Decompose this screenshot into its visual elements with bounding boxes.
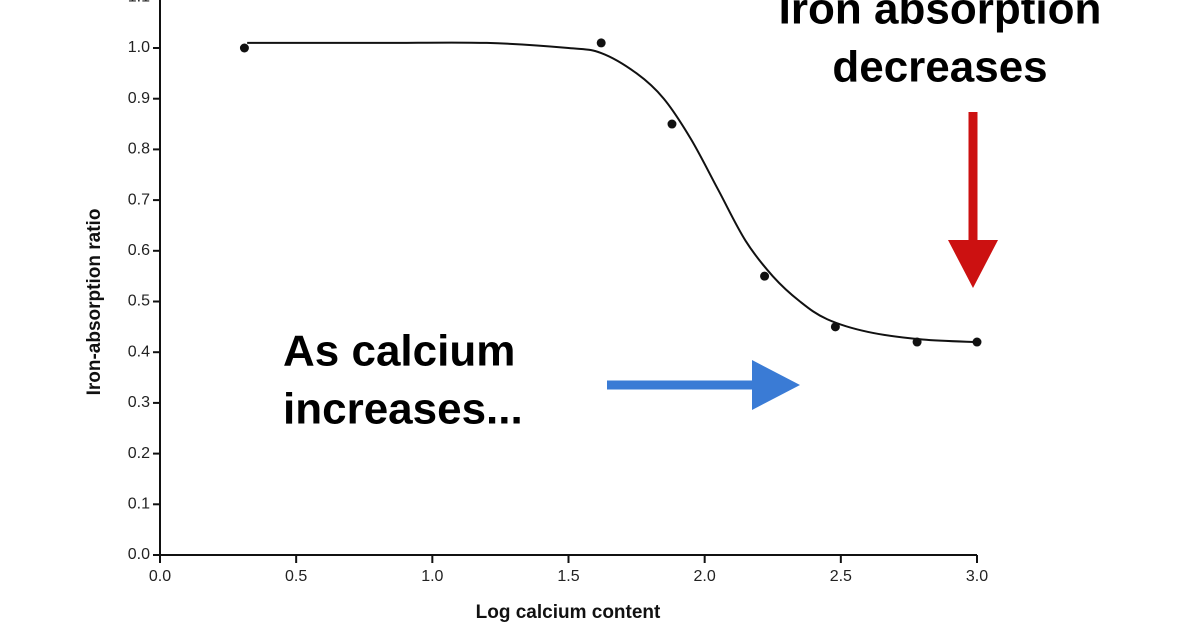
data-point xyxy=(912,337,922,347)
arrow-head xyxy=(948,240,998,288)
annotation-red xyxy=(948,112,998,288)
y-axis-label: Iron-absorption ratio xyxy=(84,209,105,396)
y-tick-label: 0.7 xyxy=(128,191,150,208)
data-point xyxy=(239,43,249,53)
annotation-text: decreases xyxy=(832,43,1047,92)
x-tick-label: 1.0 xyxy=(421,568,443,585)
x-tick-label: 2.0 xyxy=(694,568,716,585)
y-tick-label: 0.3 xyxy=(128,394,150,411)
y-tick-label: 0.8 xyxy=(128,141,150,158)
x-tick-label: 2.5 xyxy=(830,568,852,585)
data-point xyxy=(596,38,606,48)
y-tick-label: 0.1 xyxy=(128,496,150,513)
annotation-blue xyxy=(607,360,800,410)
x-tick-label: 0.0 xyxy=(149,568,171,585)
y-tick-label: 0.0 xyxy=(128,546,150,563)
annotation-text: Iron absorption xyxy=(779,0,1102,34)
x-tick-label: 0.5 xyxy=(285,568,307,585)
annotation-text: As calcium xyxy=(283,327,515,376)
y-tick-label: 0.4 xyxy=(128,343,150,360)
annotation-text: increases... xyxy=(283,385,523,434)
y-tick-label: 0.9 xyxy=(128,90,150,107)
y-tick-label: 1.0 xyxy=(128,39,150,56)
data-point xyxy=(760,271,770,281)
y-tick-label: 1.1 xyxy=(128,0,150,6)
data-point xyxy=(830,322,840,332)
data-point xyxy=(667,119,677,129)
y-tick-label: 0.6 xyxy=(128,242,150,259)
arrow-head xyxy=(752,360,800,410)
y-tick-label: 0.5 xyxy=(128,293,150,310)
x-tick-label: 1.5 xyxy=(557,568,579,585)
y-tick-label: 0.2 xyxy=(128,445,150,462)
x-axis-label: Log calcium content xyxy=(476,602,661,623)
x-tick-label: 3.0 xyxy=(966,568,988,585)
data-point xyxy=(972,337,982,347)
